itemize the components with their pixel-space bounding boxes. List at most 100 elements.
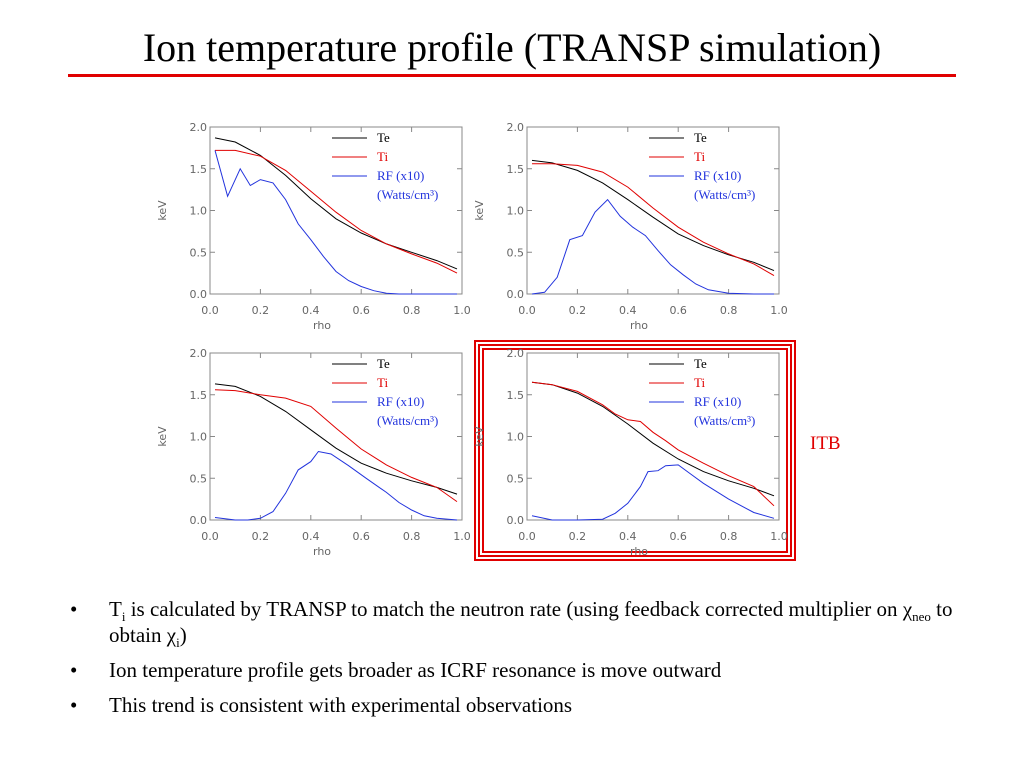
chart-panel: 0.0 0.5 1.0 1.5 2.0 0.0 0.2 0.4 0.6 0.8 1.0 rho keV T… xyxy=(156,121,471,332)
x-tick-label: 0.2 xyxy=(569,530,587,543)
bullet-item: • Ion temperature profile gets broader a… xyxy=(70,657,970,683)
x-tick-label: 0.0 xyxy=(518,530,536,543)
chart-panel: 0.0 0.5 1.0 1.5 2.0 0.0 0.2 0.4 0.6 0.8 1.0 rho keV T… xyxy=(473,121,788,332)
x-tick-label: 0.4 xyxy=(302,304,320,317)
y-tick-label: 0.5 xyxy=(507,472,525,485)
series-line xyxy=(214,137,458,270)
plot-frame xyxy=(526,352,780,521)
x-tick-label: 0.8 xyxy=(403,304,421,317)
series-line xyxy=(531,381,775,507)
legend-label: Te xyxy=(377,356,390,371)
series-line xyxy=(214,150,457,295)
x-axis-label: rho xyxy=(630,319,648,332)
x-tick-label: 0.6 xyxy=(669,304,687,317)
legend-label: Ti xyxy=(377,149,388,164)
plot-frame xyxy=(209,352,463,521)
bullet-text: Ion temperature profile gets broader as … xyxy=(109,658,722,682)
y-tick-label: 0.0 xyxy=(190,514,208,527)
title-underline xyxy=(68,74,956,77)
series-line xyxy=(532,163,775,277)
legend-label: RF (x10) xyxy=(694,394,741,409)
x-tick-label: 0.4 xyxy=(619,530,637,543)
legend-label: Ti xyxy=(694,375,705,390)
x-tick-label: 0.4 xyxy=(302,530,320,543)
y-tick-label: 2.0 xyxy=(190,347,208,360)
x-tick-label: 0.2 xyxy=(252,530,270,543)
y-axis-label: keV xyxy=(473,426,486,447)
x-tick-label: 0.8 xyxy=(720,530,738,543)
x-tick-label: 1.0 xyxy=(770,304,788,317)
x-tick-label: 0.0 xyxy=(201,304,219,317)
y-tick-label: 2.0 xyxy=(507,121,525,134)
y-tick-label: 0.5 xyxy=(190,246,208,259)
y-tick-label: 0.5 xyxy=(190,472,208,485)
y-tick-label: 0.0 xyxy=(507,514,525,527)
y-tick-label: 1.5 xyxy=(190,389,208,402)
y-tick-label: 1.0 xyxy=(507,205,525,218)
y-tick-label: 1.0 xyxy=(507,431,525,444)
y-tick-label: 0.5 xyxy=(507,246,525,259)
highlight-frame xyxy=(478,344,792,557)
bullet-text: This trend is consistent with experiment… xyxy=(109,693,573,717)
y-tick-label: 2.0 xyxy=(507,347,525,360)
chart-panel: 0.0 0.5 1.0 1.5 2.0 0.0 0.2 0.4 0.6 0.8 1.0 rho keV T… xyxy=(156,347,471,558)
y-axis-label: keV xyxy=(156,200,169,221)
y-tick-label: 1.5 xyxy=(507,163,525,176)
highlight-frame xyxy=(474,340,796,561)
legend-label: RF (x10) xyxy=(377,394,424,409)
series-line xyxy=(531,198,774,295)
legend-label: Ti xyxy=(377,375,388,390)
chart-panel: 0.0 0.5 1.0 1.5 2.0 0.0 0.2 0.4 0.6 0.8 1.0 rho keV T… xyxy=(473,340,796,561)
legend-label: Te xyxy=(694,130,707,145)
y-tick-label: 1.0 xyxy=(190,431,208,444)
series-line xyxy=(531,381,775,497)
series-line xyxy=(214,389,458,503)
plot-grid: 0.0 0.5 1.0 1.5 2.0 0.0 0.2 0.4 0.6 0.8 1.0 rho keV T… xyxy=(156,121,796,561)
legend-label: RF (x10) xyxy=(694,168,741,183)
bullet-dot: • xyxy=(70,597,78,621)
x-tick-label: 0.0 xyxy=(518,304,536,317)
x-tick-label: 1.0 xyxy=(453,304,471,317)
series-line xyxy=(215,149,458,274)
x-tick-label: 0.4 xyxy=(619,304,637,317)
legend-label: RF (x10) xyxy=(377,168,424,183)
y-axis-label: keV xyxy=(156,426,169,447)
x-tick-label: 1.0 xyxy=(770,530,788,543)
legend-label: Te xyxy=(377,130,390,145)
bullet-dot: • xyxy=(70,693,78,717)
highlight-frame xyxy=(482,348,788,553)
legend-units: (Watts/cm³) xyxy=(377,413,438,428)
plot-frame xyxy=(209,126,463,295)
x-axis-label: rho xyxy=(630,545,648,558)
bullet-item: • Ti is calculated by TRANSP to match th… xyxy=(70,596,970,651)
series-line xyxy=(531,464,775,521)
plot-frame xyxy=(526,126,780,295)
bullet-text: Ti is calculated by TRANSP to match the … xyxy=(109,597,953,651)
x-tick-label: 0.2 xyxy=(569,304,587,317)
x-tick-label: 0.8 xyxy=(403,530,421,543)
legend-label: Ti xyxy=(694,149,705,164)
x-tick-label: 0.8 xyxy=(720,304,738,317)
series-line xyxy=(214,450,458,521)
y-axis-label: keV xyxy=(473,200,486,221)
x-tick-label: 0.0 xyxy=(201,530,219,543)
x-tick-label: 0.6 xyxy=(669,530,687,543)
bullet-dot: • xyxy=(70,658,78,682)
itb-annotation: ITB xyxy=(810,433,841,454)
x-tick-label: 1.0 xyxy=(453,530,471,543)
y-tick-label: 2.0 xyxy=(190,121,208,134)
y-tick-label: 0.0 xyxy=(507,288,525,301)
x-axis-label: rho xyxy=(313,319,331,332)
legend-units: (Watts/cm³) xyxy=(694,413,755,428)
x-tick-label: 0.2 xyxy=(252,304,270,317)
bullet-item: • This trend is consistent with experime… xyxy=(70,692,970,718)
y-tick-label: 1.0 xyxy=(190,205,208,218)
legend-units: (Watts/cm³) xyxy=(694,187,755,202)
slide-title: Ion temperature profile (TRANSP simulati… xyxy=(142,25,882,70)
x-tick-label: 0.6 xyxy=(352,530,370,543)
x-tick-label: 0.6 xyxy=(352,304,370,317)
y-tick-label: 1.5 xyxy=(507,389,525,402)
x-axis-label: rho xyxy=(313,545,331,558)
legend-units: (Watts/cm³) xyxy=(377,187,438,202)
y-tick-label: 1.5 xyxy=(190,163,208,176)
